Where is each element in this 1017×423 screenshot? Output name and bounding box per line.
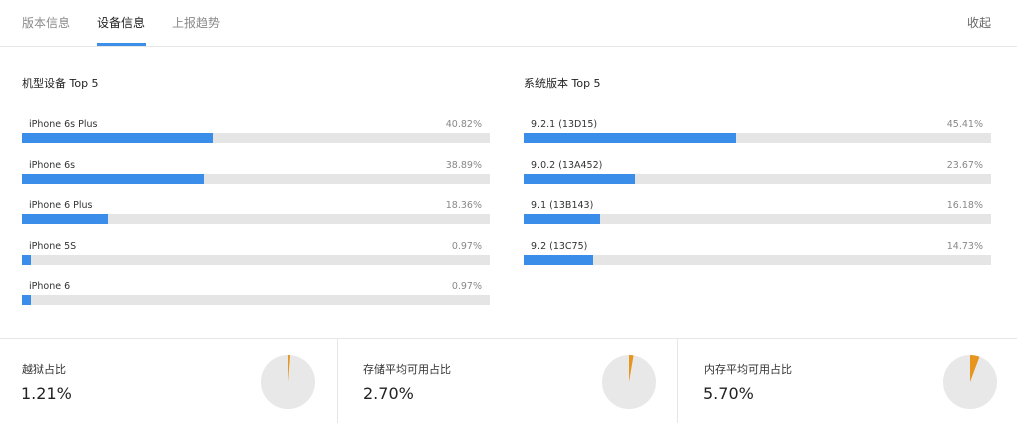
os-bar-label: 9.2 (13C75) (531, 240, 588, 252)
device-bar-fill (22, 214, 108, 224)
device-bar-label: iPhone 6s (29, 159, 76, 171)
os-bar-track (524, 254, 991, 265)
os-bar-percent: 23.67% (946, 159, 983, 171)
device-bar-row: iPhone 6s 38.89% (22, 160, 490, 192)
os-bar-percent: 45.41% (946, 119, 983, 130)
os-bar-label: 9.2.1 (13D15) (531, 119, 598, 130)
device-bar-percent: 40.82% (445, 119, 482, 130)
memory-value: 5.70% (703, 384, 754, 403)
memory-label: 内存平均可用占比 (704, 363, 792, 376)
os-bar-row: 9.1 (13B143) 16.18% (524, 200, 991, 232)
jailbreak-label: 越狱占比 (22, 363, 66, 376)
device-model-title: 机型设备 Top 5 (22, 77, 99, 90)
stats-panel: 越狱占比 1.21% 存储平均可用占比 2.70% 内存平均可用占比 5.70% (0, 338, 1017, 423)
device-bar-label: iPhone 6 (29, 281, 71, 292)
device-bar-track (22, 295, 490, 305)
memory-pie-icon (943, 355, 997, 409)
pie-slice (288, 355, 291, 382)
os-bar-track (524, 214, 991, 224)
active-tab-indicator (97, 43, 146, 46)
device-bar-percent: 38.89% (445, 159, 482, 171)
device-bar-fill (22, 295, 31, 305)
tab-report-trend[interactable]: 上报趋势 (172, 16, 221, 30)
device-bar-track (22, 254, 490, 265)
os-bar-label: 9.1 (13B143) (531, 200, 594, 211)
tab-device-info[interactable]: 设备信息 (97, 16, 146, 30)
jailbreak-pie-icon (261, 355, 315, 409)
device-bar-track (22, 214, 490, 224)
device-bar-row: iPhone 6s Plus 40.82% (22, 119, 490, 151)
tab-bar: 版本信息 设备信息 上报趋势 收起 (0, 0, 1017, 47)
jailbreak-value: 1.21% (21, 384, 72, 403)
os-bar-fill (524, 133, 737, 143)
storage-stat: 存储平均可用占比 2.70% (337, 339, 677, 423)
device-bar-percent: 0.97% (451, 240, 482, 252)
device-bar-percent: 18.36% (445, 200, 482, 211)
device-bar-row: iPhone 6 0.97% (22, 281, 490, 313)
os-version-title: 系统版本 Top 5 (524, 77, 601, 90)
storage-value: 2.70% (363, 384, 414, 403)
device-bar-percent: 0.97% (451, 281, 482, 292)
device-bar-track (22, 173, 490, 184)
device-bar-label: iPhone 6 Plus (29, 200, 93, 211)
jailbreak-stat: 越狱占比 1.21% (0, 339, 337, 423)
device-bar-label: iPhone 5S (29, 240, 77, 252)
storage-label: 存储平均可用占比 (363, 363, 451, 376)
os-bar-fill (524, 254, 593, 265)
os-bar-label: 9.0.2 (13A452) (531, 159, 603, 171)
device-bar-track (22, 133, 490, 143)
device-bar-fill (22, 133, 214, 143)
os-bar-track (524, 173, 991, 184)
os-bar-fill (524, 173, 635, 184)
device-bar-fill (22, 254, 31, 265)
device-bar-fill (22, 173, 204, 184)
tab-version-info[interactable]: 版本信息 (22, 16, 71, 30)
os-bar-row: 9.2.1 (13D15) 45.41% (524, 119, 991, 151)
device-bar-row: iPhone 5S 0.97% (22, 241, 490, 273)
pie-slice (629, 355, 634, 382)
os-bar-percent: 16.18% (946, 200, 983, 211)
os-bar-row: 9.0.2 (13A452) 23.67% (524, 160, 991, 192)
device-bar-label: iPhone 6s Plus (29, 119, 98, 130)
os-bar-fill (524, 214, 600, 224)
pie-slice (970, 355, 980, 382)
os-bar-track (524, 133, 991, 143)
device-bar-row: iPhone 6 Plus 18.36% (22, 200, 490, 232)
os-bar-percent: 14.73% (946, 240, 983, 252)
memory-stat: 内存平均可用占比 5.70% (677, 339, 1017, 423)
storage-pie-icon (602, 355, 656, 409)
collapse-button[interactable]: 收起 (966, 16, 991, 30)
os-bar-row: 9.2 (13C75) 14.73% (524, 241, 991, 273)
